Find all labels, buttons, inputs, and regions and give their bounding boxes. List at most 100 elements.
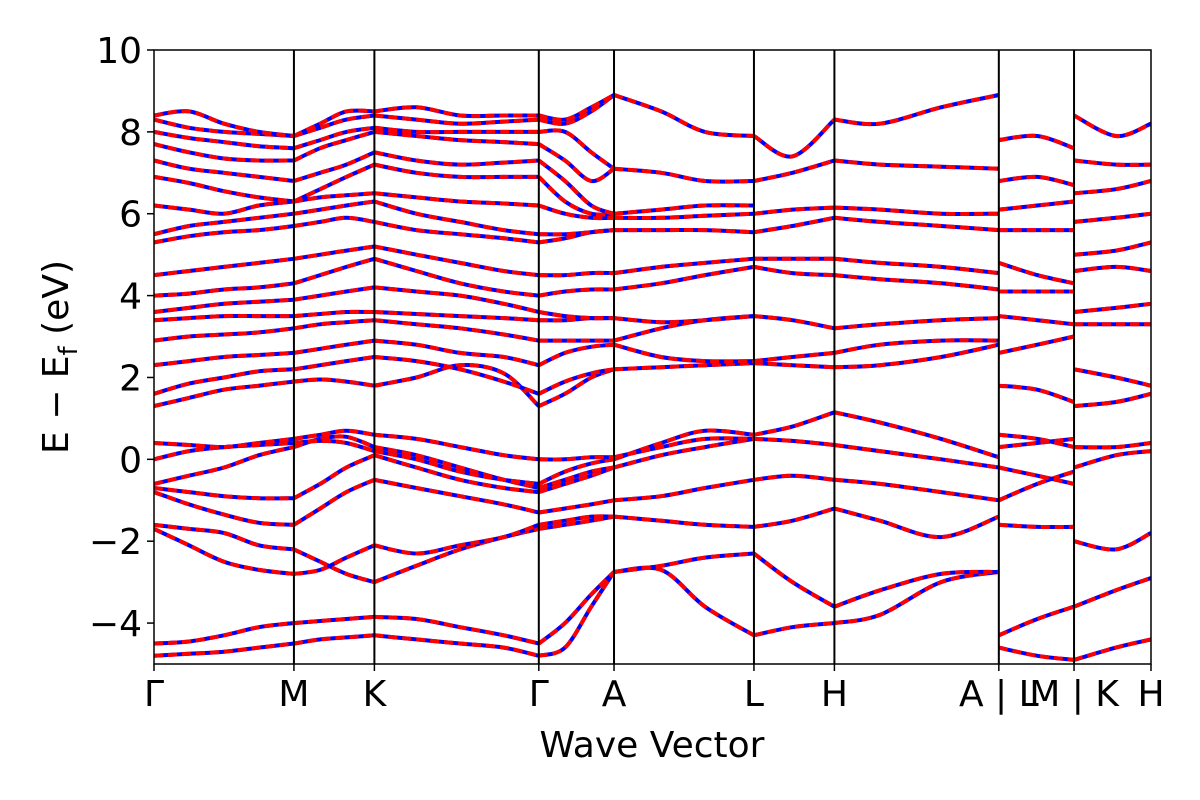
band-line-reference [293,547,375,585]
band-line-reference [613,551,755,574]
band-line-comparison [538,455,615,462]
band-line-reference [1073,301,1151,314]
band-line-reference [753,410,836,437]
band-line-reference [1073,211,1151,224]
band-line-reference [374,310,539,323]
band-line-comparison [293,215,375,228]
band-line-reference [1073,240,1151,257]
band-line-reference [833,410,1000,460]
band-line-reference [154,211,295,237]
band-line-reference [833,506,1000,540]
band-line-comparison [293,338,375,355]
band-line-reference [998,383,1075,404]
band-line-reference [374,614,540,646]
band-line-reference [613,342,754,364]
x-tick-label: H [1137,674,1164,715]
band-line-comparison [293,199,375,216]
band-line-reference [154,367,295,396]
band-line-comparison [538,514,615,531]
band-line-reference [834,443,1000,470]
band-line-reference [834,338,999,355]
x-tick-label: A [602,674,627,715]
y-tick-label: 4 [119,277,142,318]
band-line-reference [154,436,295,450]
band-line-reference [154,174,295,204]
band-line-comparison [538,465,615,490]
band-line-reference [374,244,540,278]
band-line-reference [374,125,539,135]
band-line-reference [834,477,1000,503]
band-line-reference [834,215,999,233]
y-tick-label: 6 [119,195,142,236]
band-line-reference [613,436,754,460]
band-line-reference [753,361,835,370]
band-line-reference [613,477,755,503]
band-line-reference [613,514,754,529]
band-line-reference [834,158,999,171]
bands-layer [154,93,1151,662]
band-line-comparison [293,438,375,454]
band-line-reference [834,273,1000,292]
x-axis-ticks: Γ M K Γ A L H A | LM | K H [144,664,1165,715]
band-line-reference [154,199,295,216]
band-line-reference [293,543,376,576]
band-line-reference [834,316,999,331]
band-line-reference [998,334,1075,355]
band-line-reference [1073,113,1151,139]
band-line-reference [374,105,539,119]
band-line-reference [1073,264,1151,273]
band-line-reference [998,645,1075,662]
y-tick-label: 10 [96,31,142,72]
band-line-comparison [293,285,375,302]
band-line-reference [374,191,539,208]
band-line-comparison [293,309,375,319]
band-line-reference [613,314,755,325]
band-line-reference [613,93,755,138]
x-tick-label: H [821,674,848,715]
y-tick-label: 2 [119,358,142,399]
band-line-reference [752,551,836,609]
band-line-reference [538,93,615,122]
band-line-reference [998,174,1075,188]
band-line-reference [154,326,295,343]
band-line-reference [154,224,295,245]
x-tick-label: A | L [959,674,1039,715]
band-line-reference [154,490,295,527]
band-line-comparison [538,465,615,495]
band-line-comparison [293,377,375,388]
band-line-reference [154,641,295,658]
band-line-reference [537,570,616,646]
band-line-reference [753,506,835,529]
x-tick-label: Γ [144,674,164,715]
band-line-comparison [538,287,615,298]
x-tick-label: M [278,674,309,715]
band-line-reference [293,434,376,450]
band-line-reference [753,264,835,278]
band-line-reference [537,342,615,368]
band-line-reference [998,522,1075,530]
band-line-comparison [538,310,615,321]
band-line-reference [293,129,375,163]
band-line-comparison [293,244,375,261]
band-line-reference [753,205,835,216]
band-line-reference [1073,449,1151,470]
band-line-comparison [293,633,375,646]
band-line-reference [613,203,754,216]
band-line-comparison [998,260,1075,286]
band-line-reference [834,256,1000,276]
band-line-reference [154,313,294,323]
y-tick-label: −2 [89,522,142,563]
band-line-reference [613,256,755,276]
band-line-reference [154,522,295,552]
y-axis-title: E − Ef (eV) [36,260,84,454]
band-line-reference [154,256,295,278]
y-axis-title-sub: f [54,345,84,355]
band-line-reference [613,264,755,292]
band-line-reference [374,432,540,462]
band-line-reference [374,449,540,486]
band-line-reference [753,621,835,638]
band-line-reference [374,338,540,368]
band-line-reference [154,379,295,409]
band-line-reference [154,297,295,314]
